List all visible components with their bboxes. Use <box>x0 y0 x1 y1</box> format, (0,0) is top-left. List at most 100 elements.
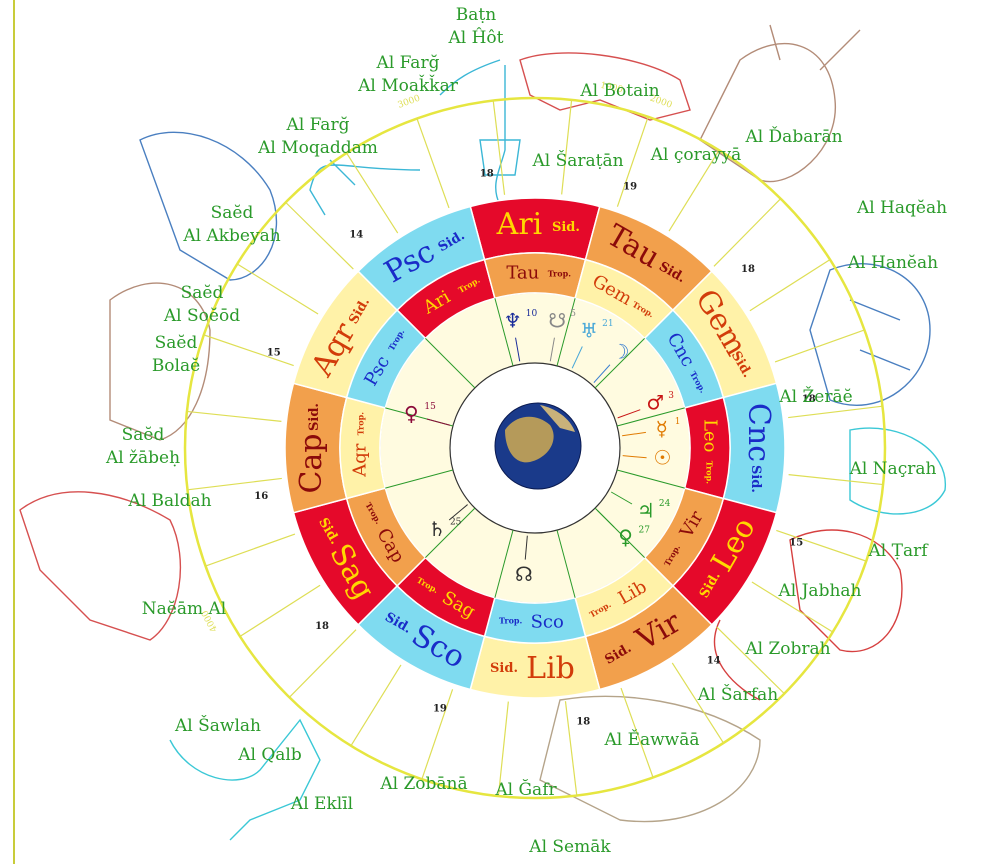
house-cusp-line <box>494 529 514 598</box>
mansion-divider-line <box>788 405 883 419</box>
mansion-divider-line <box>187 477 282 491</box>
mansion-divider-line <box>492 100 506 195</box>
mansion-label-sad-al-zabeh: Saĕd Al žābeḥ <box>105 425 180 468</box>
pisces-figure <box>309 59 521 216</box>
mansion-divider-line <box>564 701 578 796</box>
mansion-divider-line <box>239 584 321 637</box>
tropical-sign-abbr: Aqr <box>349 443 370 478</box>
zodiac-wheel: Ari Sid. TauSid.GemSid.CncSid.LeoSid.VirSi… <box>284 197 786 699</box>
mansion-label-al-dabaran: Al Ďabarān <box>744 126 842 147</box>
house-cusp-line <box>425 507 476 558</box>
ring-degree-number: 14 <box>349 230 363 241</box>
planet-pointer <box>596 509 615 528</box>
sidereal-sign-abbr: Cap <box>294 433 329 493</box>
mansion-divider-line <box>671 662 724 744</box>
mansion-label-al-botain: Al Botain <box>579 81 659 101</box>
tropical-sign-tag: Trop. <box>704 461 714 485</box>
ecliptic-circle <box>183 96 887 800</box>
planet-pointer <box>426 418 451 426</box>
gemini-figure <box>809 263 931 406</box>
mansion-divider-line <box>236 263 319 315</box>
house-cusp-line <box>385 469 454 489</box>
tropical-sign-sector <box>345 309 427 409</box>
mansion-divider-line <box>668 149 720 232</box>
house-cusp-line <box>616 407 685 427</box>
tropical-sign-abbr: Leo <box>700 419 721 452</box>
planet-pointer <box>571 346 583 369</box>
mansion-label-sad-bolae: Saĕd Bolaĕ <box>152 333 200 376</box>
mansion-divider-line <box>186 410 282 422</box>
mansion-divider-line <box>749 259 831 312</box>
mansion-divider-line <box>203 334 294 367</box>
mansion-labels: Baṭn Al Ĥôt Al Farğ Al Moaǩǩar Al Botain Al F… <box>105 5 947 857</box>
planet-degree: 21 <box>602 319 613 329</box>
planet-pointer <box>515 337 521 362</box>
house-cusp-line <box>594 338 645 389</box>
aquarius-figure <box>139 131 278 281</box>
scorpius-figure <box>169 718 321 841</box>
planet-glyph: ☉ <box>654 446 672 470</box>
planet-glyph: ☊ <box>515 562 533 586</box>
sagittarius-figure <box>19 491 182 641</box>
house-cusp-line <box>556 298 576 367</box>
mansion-label-al-sarfah: Al Šarfah <box>697 684 778 705</box>
planet-glyph: ♃ <box>637 499 655 523</box>
planet-glyph: ♆ <box>504 308 522 332</box>
mansion-label-al-awwaa: Al Ěawwāā <box>603 729 699 750</box>
mansion-divider-line <box>616 116 649 207</box>
mansion-label-batn-al-hot: Baṭn Al Ĥôt <box>447 5 503 48</box>
planet-glyph: ♅ <box>580 318 598 342</box>
mansion-divider-line <box>346 152 399 234</box>
planet-degree: 3 <box>668 391 674 401</box>
house-cusp-line <box>425 338 476 389</box>
mansion-divider-line <box>788 474 884 486</box>
ring-degree-number: 19 <box>623 181 637 192</box>
house-cusp-line <box>494 298 514 367</box>
mansion-divider-line <box>713 198 782 267</box>
planet-pointer <box>549 337 555 362</box>
capricornus-figure <box>109 282 211 441</box>
ring-degree-number: 18 <box>576 716 590 727</box>
mansion-label-al-qalb: Al Qalb <box>237 745 302 765</box>
mansion-label-al-haqeah: Al Haqĕah <box>856 198 947 218</box>
ring-degree-number: 18 <box>480 169 494 180</box>
sidereal-sign-abbr: Ari <box>496 207 543 242</box>
mansion-label-al-eklil: Al Eklīl <box>290 794 353 814</box>
planet-pointer <box>524 535 528 560</box>
mansion-label-naeam-al: Naĕām Al <box>142 599 226 619</box>
mansion-label-al-farg-moqaddam: Al Farğ Al Moqaddam <box>257 115 378 158</box>
ring-degree-number: 15 <box>267 347 281 358</box>
planet-degree: 27 <box>639 526 651 536</box>
mansion-label-al-tarf: Al Ṭarf <box>867 541 929 561</box>
planet-degree: 5 <box>570 309 576 319</box>
planet-degree: 24 <box>659 499 671 509</box>
tropical-sign-tag: Trop. <box>356 412 366 436</box>
tropical-sign-abbr: Sco <box>531 612 564 633</box>
mansion-label-al-zobrah: Al Zobrah <box>744 639 830 659</box>
mansion-divider-line <box>416 118 450 209</box>
mansion-label-al-haneah: Al Hanĕah <box>847 253 938 273</box>
mansion-divider-line <box>288 629 357 698</box>
ring-degree-number: 16 <box>254 491 268 502</box>
mansion-label-al-baldah: Al Baldah <box>127 491 211 511</box>
ring-degree-number: 19 <box>433 704 447 715</box>
planet-degree: 1 <box>675 417 681 427</box>
arc-label: 3000 <box>397 93 422 110</box>
page-left-rule <box>13 0 15 864</box>
sidereal-sign-tag: Sid. <box>490 661 518 676</box>
planet-glyph: ♀ <box>404 401 419 425</box>
planet-glyph: ♀ <box>618 525 633 549</box>
mansion-divider-line <box>205 533 296 567</box>
mansion-divider-line <box>285 201 354 270</box>
constellation-figures <box>19 24 946 841</box>
mansion-divider-line <box>350 664 402 747</box>
planet-glyph: ♄ <box>428 517 446 541</box>
planet-glyph: ☿ <box>656 417 668 441</box>
mansion-divider-line <box>497 701 509 797</box>
mansion-label-al-gafr: Al Ğafr <box>494 779 557 800</box>
mansion-divider-line <box>776 529 867 562</box>
mansion-label-al-corayya: Al çorayyā <box>650 145 741 165</box>
ring-degree-number: 15 <box>789 538 803 549</box>
planet-degree: 10 <box>526 309 538 319</box>
